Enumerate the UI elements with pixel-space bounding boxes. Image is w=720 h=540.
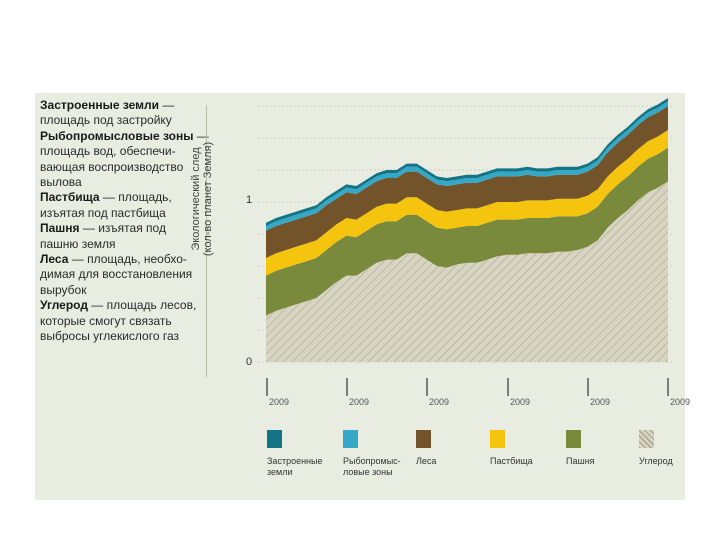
definition-line: Рыбопромысловые зоны — xyxy=(40,128,209,144)
definition-term: Леса xyxy=(40,252,69,267)
definition-text: вылова xyxy=(40,175,82,190)
definition-term: Застроенные земли xyxy=(40,98,160,112)
definition-line: Пашня — изъятая под xyxy=(40,221,200,236)
legend-label-grazing: Пастбища xyxy=(490,456,533,467)
definition-line: выбросы углекислого газ xyxy=(40,329,200,344)
legend-label-line: Рыбопромыс- xyxy=(343,456,401,466)
definition-text: вающая воспроизводство xyxy=(40,159,184,174)
definition-line: Застроенные земли — xyxy=(40,98,200,113)
definitions-text: Застроенные земли — площадь под застройку… xyxy=(40,98,209,345)
area-grazing xyxy=(266,130,668,276)
legend-label-builtup: Застроенные земли xyxy=(267,456,323,478)
legend-swatch-grazing xyxy=(490,430,505,448)
definition-text: — xyxy=(159,98,175,112)
x-tick-label: 2009 xyxy=(510,397,531,407)
definition-text: вырубок xyxy=(40,282,87,297)
x-tick-label: 2009 xyxy=(429,397,450,407)
definition-term: Углерод xyxy=(40,298,88,313)
x-axis xyxy=(266,378,669,396)
legend-label-line: Углерод xyxy=(639,456,673,466)
definition-text: пашню земля xyxy=(40,236,116,251)
definition-line: которые смогут связать xyxy=(40,314,200,329)
x-tick-label: 2009 xyxy=(590,397,611,407)
definition-line: димая для восстановления xyxy=(40,267,200,282)
legend-label-cropland: Пашня xyxy=(566,456,595,467)
area-cropland xyxy=(266,147,668,316)
y-tick-label: 0 xyxy=(246,356,253,368)
definition-text: — xyxy=(193,128,209,143)
legend-swatch-forest xyxy=(416,430,431,448)
definition-text: которые смогут связать xyxy=(40,313,172,328)
definition-line: вылова xyxy=(40,175,200,190)
legend-label-line: Застроенные xyxy=(267,456,323,466)
area-series xyxy=(266,98,668,362)
definition-text: площадь вод, обеспечи- xyxy=(40,144,176,159)
definition-term: Пастбища xyxy=(40,190,100,205)
definition-text: — изъятая под xyxy=(79,221,166,236)
definition-term: Рыбопромысловые зоны xyxy=(40,128,194,143)
divider xyxy=(206,105,207,377)
y-tick-label: 1 xyxy=(246,194,253,206)
legend-label-line: земли xyxy=(267,467,293,477)
area-carbon xyxy=(266,181,668,362)
legend-swatch-cropland xyxy=(566,430,581,448)
definition-line: Пастбища — площадь, xyxy=(40,190,200,205)
definition-term: Пашня xyxy=(40,221,80,236)
legend-swatch-carbon xyxy=(639,430,654,448)
x-tick-label: 2009 xyxy=(670,397,691,407)
legend-label-carbon: Углерод xyxy=(639,456,673,467)
definition-line: изъятая под пастбища xyxy=(40,206,200,221)
definition-line: Леса — площадь, необхо- xyxy=(40,252,200,267)
legend-label-line: Пастбища xyxy=(490,456,533,466)
legend-label-forest: Леса xyxy=(416,456,436,467)
legend-label-line: ловые зоны xyxy=(343,467,393,477)
definition-line: площадь под застройку xyxy=(40,113,200,128)
definition-text: выбросы углекислого газ xyxy=(40,329,180,344)
definition-text: площадь под застройку xyxy=(40,113,172,128)
area-forest xyxy=(266,106,668,258)
definition-text: димая для восстановления xyxy=(40,267,193,282)
definition-line: Углерод — площадь лесов, xyxy=(40,298,200,313)
definition-text: — площадь лесов, xyxy=(87,298,197,313)
definition-text: — площадь, xyxy=(99,190,172,205)
definition-line: вырубок xyxy=(40,283,200,298)
x-tick-label: 2009 xyxy=(269,397,290,407)
legend-swatch-builtup xyxy=(267,430,282,448)
legend-label-line: Леса xyxy=(416,456,437,466)
definition-line: пашню земля xyxy=(40,237,200,252)
legend-label-line: Пашня xyxy=(566,456,595,466)
definition-text: изъятая под пастбища xyxy=(40,205,166,220)
definition-line: вающая воспроизводство xyxy=(40,160,200,175)
legend-swatch-fishing xyxy=(343,430,358,448)
definition-text: — площадь, необхо- xyxy=(68,252,187,267)
legend-label-fishing: Рыбопромыс-ловые зоны xyxy=(343,456,401,478)
x-tick-label: 2009 xyxy=(349,397,370,407)
definition-line: площадь вод, обеспечи- xyxy=(40,144,200,159)
